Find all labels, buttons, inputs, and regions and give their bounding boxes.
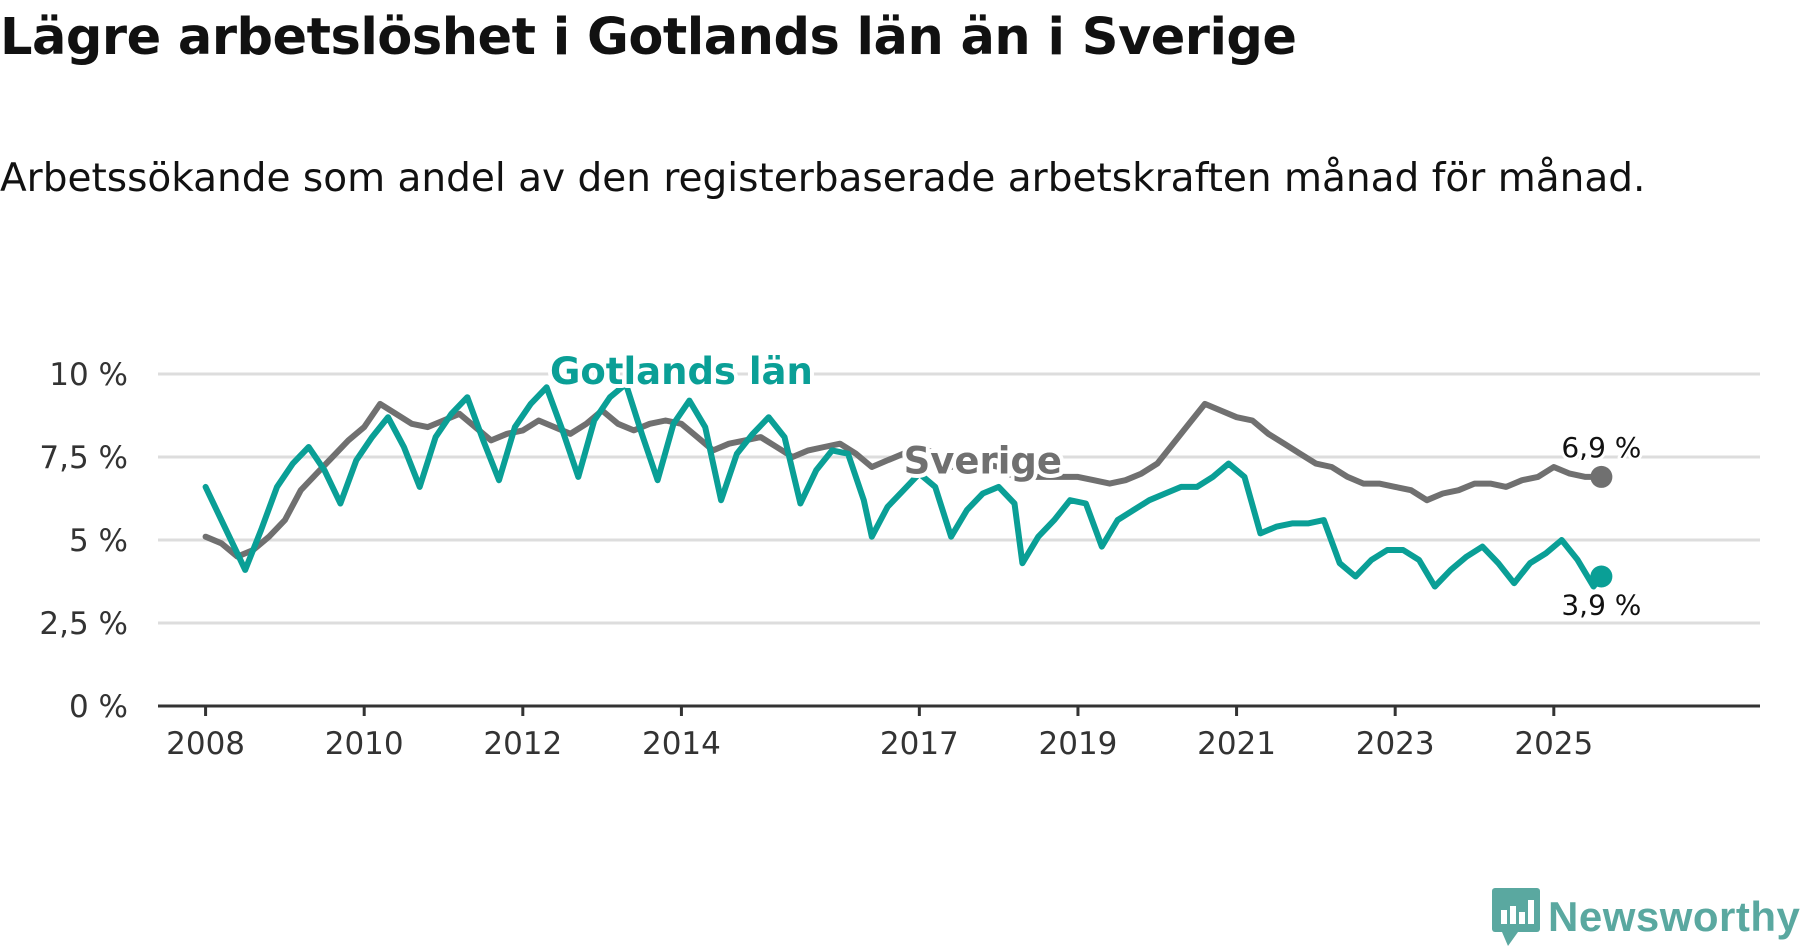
x-axis-ticks: 2008 2010 2012 2014 2017 2019 2021 2023 2025	[166, 706, 1593, 762]
chart-subtitle: Arbetssökande som andel av den registerb…	[0, 156, 1646, 201]
x-tick-label: 2025	[1514, 726, 1593, 762]
grid-lines	[158, 372, 1760, 625]
series-end-point	[1590, 565, 1613, 588]
y-tick-label: 7,5 %	[39, 440, 128, 476]
x-tick-label: 2014	[642, 726, 721, 762]
x-tick-label: 2019	[1039, 726, 1118, 762]
series-labels: Sverige 6,9 % Gotlands län 3,9 %	[546, 346, 1644, 625]
brand-logo: Newsworthy	[1492, 888, 1800, 946]
series-name-label: Gotlands län	[550, 350, 813, 393]
y-tick-label: 0 %	[69, 689, 128, 725]
end-value-label: 6,9 %	[1561, 431, 1641, 464]
newsworthy-logo-icon	[1492, 888, 1540, 946]
brand-name: Newsworthy	[1548, 893, 1800, 940]
series-name-label: Sverige	[904, 440, 1062, 483]
series-end-point	[1590, 465, 1613, 488]
x-tick-label: 2010	[325, 726, 404, 762]
chart-title: Lägre arbetslöshet i Gotlands län än i S…	[0, 8, 1297, 67]
y-tick-label: 10 %	[49, 357, 128, 393]
series-lines	[202, 381, 1613, 590]
x-tick-label: 2008	[166, 726, 245, 762]
y-axis-ticks: 0 % 2,5 % 5 % 7,5 % 10 %	[39, 357, 128, 725]
end-value-label: 3,9 %	[1561, 589, 1641, 622]
x-tick-label: 2023	[1356, 726, 1435, 762]
x-tick-label: 2012	[483, 726, 562, 762]
y-tick-label: 2,5 %	[39, 606, 128, 642]
x-tick-label: 2021	[1197, 726, 1276, 762]
y-tick-label: 5 %	[69, 523, 128, 559]
x-tick-label: 2017	[880, 726, 959, 762]
series-line-sverige	[202, 400, 1605, 560]
series-line-gotland	[202, 381, 1605, 590]
